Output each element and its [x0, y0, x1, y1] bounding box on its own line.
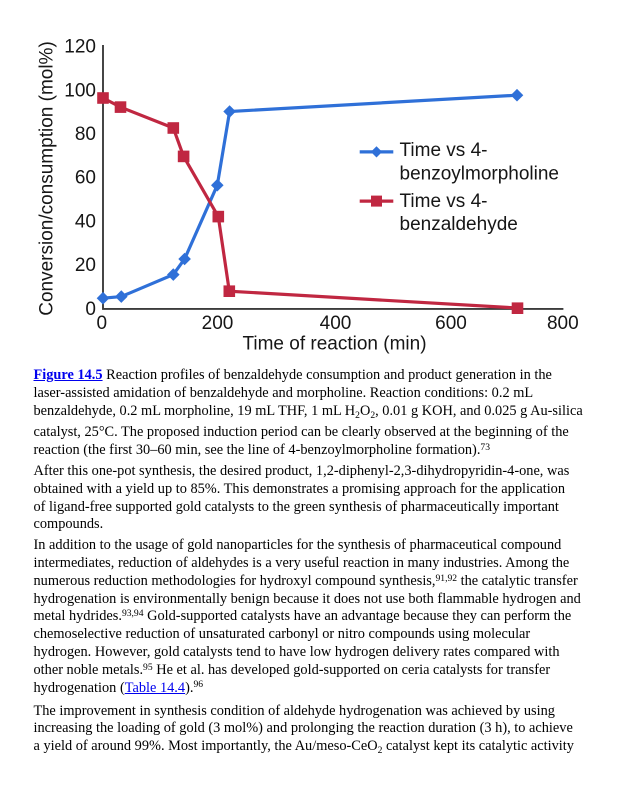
svg-text:800: 800: [547, 313, 579, 334]
svg-text:Time vs 4-: Time vs 4-: [400, 140, 488, 161]
svg-text:200: 200: [202, 313, 234, 334]
svg-text:600: 600: [435, 313, 467, 334]
svg-text:Conversion/consumption (mol%): Conversion/consumption (mol%): [37, 41, 58, 316]
svg-text:0: 0: [85, 299, 96, 320]
svg-text:Time vs 4-: Time vs 4-: [400, 191, 488, 212]
svg-text:benzoylmorpholine: benzoylmorpholine: [400, 163, 560, 184]
svg-text:60: 60: [75, 168, 96, 189]
svg-text:100: 100: [64, 80, 96, 101]
svg-text:benzaldehyde: benzaldehyde: [400, 214, 518, 235]
svg-text:0: 0: [97, 313, 108, 334]
svg-text:120: 120: [64, 37, 96, 58]
svg-text:400: 400: [320, 313, 352, 334]
svg-text:40: 40: [75, 211, 96, 232]
svg-text:Time of reaction (min): Time of reaction (min): [242, 334, 426, 355]
svg-text:20: 20: [75, 255, 96, 276]
svg-text:80: 80: [75, 124, 96, 145]
